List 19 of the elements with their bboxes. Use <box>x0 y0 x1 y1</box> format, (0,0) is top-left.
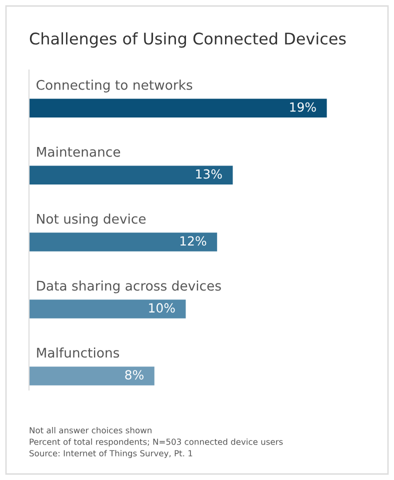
data-label: 13% <box>196 169 222 179</box>
source-note: Source: Internet of Things Survey, Pt. 1 <box>30 450 192 458</box>
data-label: 19% <box>290 102 316 112</box>
y-tick-label: Maintenance <box>37 146 120 157</box>
data-label: 8% <box>125 370 144 380</box>
text: Not all answer choices shown <box>30 426 152 434</box>
y-tick-label: Connecting to networks <box>36 80 192 92</box>
data-label: 10% <box>149 303 175 313</box>
y-tick-label: Malfunctions <box>37 347 120 358</box>
bar <box>29 232 218 252</box>
bar <box>29 98 327 118</box>
y-tick-label: Not using device <box>37 214 146 226</box>
chart-title: Challenges of Using Connected Devices <box>30 32 346 48</box>
bar <box>29 166 233 184</box>
data-label: 12% <box>180 236 206 246</box>
text: Percent of total respondents; N=503 connected device users <box>30 438 283 447</box>
bar <box>29 300 186 318</box>
bar <box>29 366 154 386</box>
y-tick-label: Data sharing across devices <box>37 280 221 294</box>
